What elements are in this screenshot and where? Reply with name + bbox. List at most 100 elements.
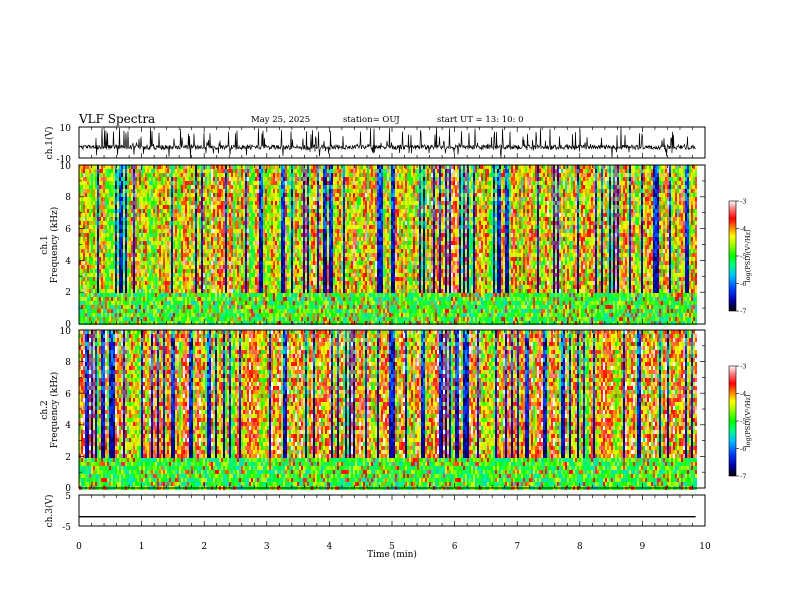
spectrogram-cell: [147, 197, 149, 201]
spectrogram-cell: [287, 213, 289, 217]
spectrogram-cell: [107, 257, 109, 261]
spectrogram-cell: [111, 205, 113, 209]
spectrogram-cell: [117, 289, 119, 293]
spectrogram-cell: [203, 193, 205, 197]
spectrogram-cell: [149, 233, 151, 237]
spectrogram-cell: [177, 229, 179, 233]
spectrogram-cell: [247, 289, 249, 293]
spectrogram-cell: [295, 177, 297, 181]
spectrogram-cell: [205, 261, 207, 265]
spectrogram-cell: [317, 197, 319, 201]
spectrogram-cell: [309, 277, 311, 281]
spectrogram-cell: [213, 297, 215, 301]
spectrogram-cell: [267, 177, 269, 181]
spectrogram-cell: [229, 285, 231, 289]
spectrogram-cell: [215, 237, 217, 241]
spectrogram-cell: [155, 285, 157, 289]
spectrogram-cell: [185, 253, 187, 257]
spectrogram-cell: [127, 257, 129, 261]
spectrogram-cell: [273, 217, 275, 221]
spectrogram-cell: [259, 321, 261, 325]
spectrogram-cell: [219, 253, 221, 257]
spectrogram-cell: [321, 249, 323, 253]
spectrogram-cell: [101, 193, 103, 197]
spectrogram-cell: [281, 237, 283, 241]
spectrogram-cell: [267, 185, 269, 189]
spectrogram-cell: [133, 197, 135, 201]
spectrogram-cell: [235, 313, 237, 317]
spectrogram-cell: [163, 285, 165, 289]
spectrogram-cell: [239, 181, 241, 185]
spectrogram-cell: [249, 281, 251, 285]
spectrogram-cell: [217, 269, 219, 273]
spectrogram-cell: [275, 277, 277, 281]
spectrogram-cell: [101, 321, 103, 325]
spectrogram-cell: [311, 221, 313, 225]
spectrogram-cell: [253, 305, 255, 309]
spectrogram-cell: [223, 201, 225, 205]
spectrogram-cell: [123, 205, 125, 209]
spectrogram-cell: [191, 265, 193, 269]
spectrogram-cell: [223, 189, 225, 193]
spectrogram-cell: [245, 277, 247, 281]
spectrogram-cell: [163, 177, 165, 181]
spectrogram-cell: [289, 221, 291, 225]
spectrogram-cell: [223, 249, 225, 253]
spectrogram-cell: [133, 209, 135, 213]
spectrogram-cell: [139, 229, 141, 233]
spectrogram-cell: [269, 285, 271, 289]
spectrogram-cell: [113, 229, 115, 233]
spectrogram-cell: [143, 241, 145, 245]
spectrogram-cell: [279, 225, 281, 229]
spectrogram-cell: [267, 237, 269, 241]
spectrogram-cell: [301, 165, 303, 169]
spectrogram-cell: [319, 245, 321, 249]
spectrogram-cell: [259, 301, 261, 305]
spectrogram-cell: [217, 197, 219, 201]
spectrogram-cell: [99, 265, 101, 269]
spectrogram-cell: [223, 285, 225, 289]
spectrogram-cell: [109, 205, 111, 209]
spectrogram-cell: [89, 273, 91, 277]
spectrogram-cell: [293, 221, 295, 225]
spectrogram-cell: [83, 309, 85, 313]
spectrogram-cell: [299, 277, 301, 281]
spectrogram-cell: [93, 229, 95, 233]
spectrogram-cell: [323, 173, 325, 177]
spectrogram-cell: [177, 305, 179, 309]
spectrogram-cell: [193, 245, 195, 249]
spectrogram-cell: [149, 213, 151, 217]
spectrogram-cell: [103, 217, 105, 221]
spectrogram-cell: [101, 269, 103, 273]
spectrogram-cell: [265, 221, 267, 225]
spectrogram-cell: [319, 177, 321, 181]
spectrogram-cell: [147, 221, 149, 225]
spectrogram-cell: [107, 233, 109, 237]
spectrogram-cell: [169, 269, 171, 273]
spectrogram-cell: [237, 321, 239, 325]
spectrogram-cell: [265, 185, 267, 189]
spectrogram-cell: [209, 185, 211, 189]
spectrogram-cell: [167, 253, 169, 257]
spectrogram-cell: [295, 269, 297, 273]
spectrogram-cell: [221, 249, 223, 253]
spectrogram-cell: [131, 281, 133, 285]
spectrogram-cell: [297, 289, 299, 293]
spectrogram-cell: [81, 169, 83, 173]
spectrogram-cell: [91, 189, 93, 193]
spectrogram-cell: [163, 261, 165, 265]
spectrogram-cell: [189, 277, 191, 281]
spectrogram-cell: [103, 317, 105, 321]
spectrogram-cell: [95, 289, 97, 293]
spectrogram-cell: [191, 241, 193, 245]
spectrogram-cell: [183, 265, 185, 269]
spectrogram-cell: [115, 193, 117, 197]
spectrogram-cell: [121, 165, 123, 169]
spectrogram-cell: [261, 281, 263, 285]
spectrogram-cell: [159, 245, 161, 249]
spectrogram-cell: [297, 245, 299, 249]
spectrogram-cell: [201, 257, 203, 261]
spectrogram-cell: [143, 285, 145, 289]
spectrogram-cell: [279, 269, 281, 273]
spectrogram-cell: [191, 253, 193, 257]
